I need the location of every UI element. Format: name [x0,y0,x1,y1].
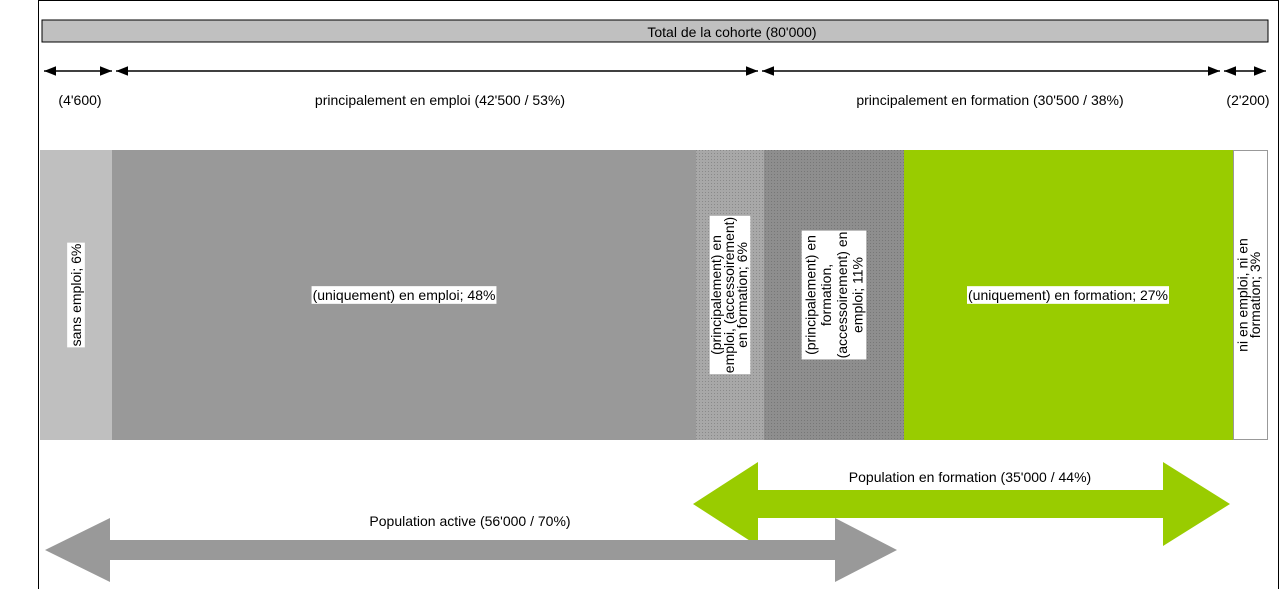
label-background [709,215,751,375]
segment-label-line: en formation; 6% [734,242,750,348]
segment-label-line: formation, [818,264,834,326]
population-label: Population en formation (35'000 / 44%) [849,469,1091,485]
populations: Population en formation (35'000 / 44%) P… [45,462,1230,582]
frame [38,0,1279,589]
segment-label-line: emploi; 11% [849,257,865,333]
segment-label-line: emploi, (accessoirement) [721,217,737,373]
bracket-label: (4'600) [58,92,101,108]
segment [1233,150,1268,440]
segment-label-line: sans emploi; 6% [68,244,84,347]
segments: sans emploi; 6% (uniquement) en emploi; 4… [40,150,1268,440]
population-arrow [45,518,897,582]
label-background [67,242,85,348]
segment-label: (uniquement) en emploi; 48% [311,286,497,304]
label-background [311,286,497,304]
segment-label-line: (principalement) en [802,235,818,355]
cohort-bar [41,19,1269,43]
segment-label-line: (principalement) en [708,235,724,355]
label-background [801,230,867,360]
segment-label-line: (uniquement) en emploi; 48% [313,287,496,303]
segment-label-line: formation; 3% [1247,252,1263,338]
segment-label-line: (uniquement) en formation; 27% [968,287,1168,303]
label-background [967,286,1169,304]
segment-label-line: (accessoirement) en [834,232,850,359]
bracket-label: (2'200) [1226,92,1269,108]
segment-label: (uniquement) en formation; 27% [967,286,1169,304]
bracket-label: principalement en formation (30'500 / 38… [856,92,1123,108]
cohort-title: Total de la cohorte (80'000) [647,24,816,40]
bracket-label: principalement en emploi (42'500 / 53%) [315,92,565,108]
brackets: (4'600) principalement en emploi (42'500… [44,66,1270,108]
population-arrow [693,462,1230,546]
segment-label-line: ni en emploi, ni en [1235,238,1251,352]
segment-label: sans emploi; 6% [67,242,85,348]
population-label: Population active (56'000 / 70%) [369,513,570,529]
segment-label: (principalement) en formation, (accessoire… [801,230,867,360]
